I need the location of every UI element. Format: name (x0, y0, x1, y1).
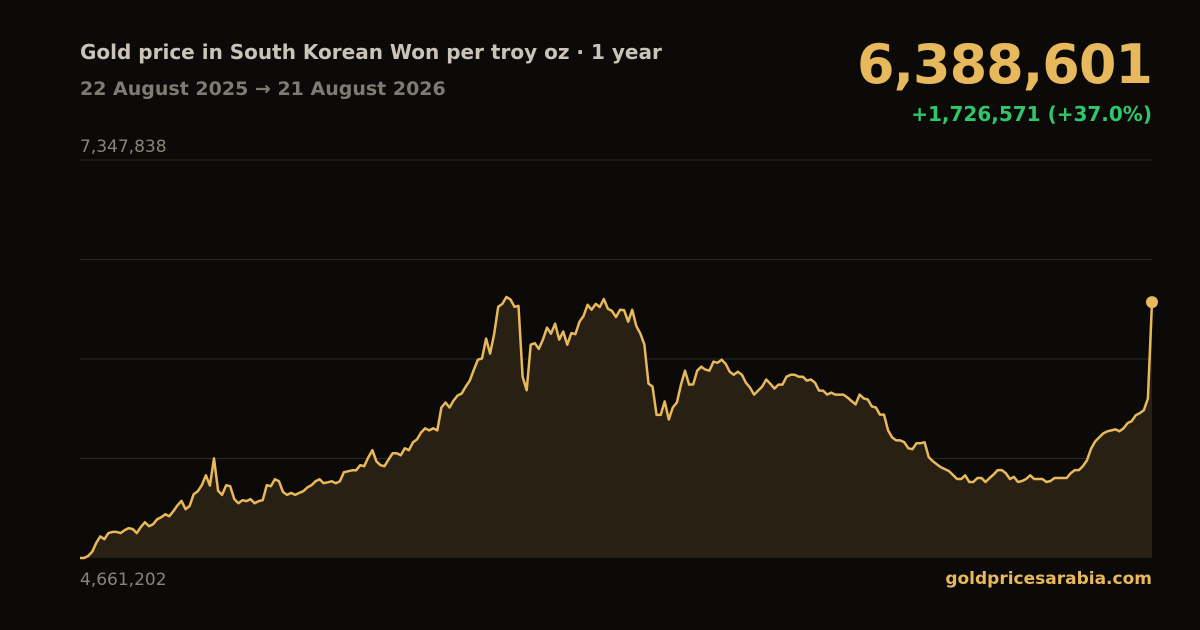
price-line (80, 295, 1154, 560)
source-link[interactable]: goldpricesarabia.com (945, 569, 1152, 589)
price-change: +1,726,571 (+37.0%) (911, 102, 1152, 126)
chart-title: Gold price in South Korean Won per troy … (80, 40, 662, 64)
y-axis-max-label: 7,347,838 (80, 137, 167, 157)
date-range: 22 August 2025 → 21 August 2026 (80, 78, 446, 100)
latest-price-marker (1146, 296, 1158, 309)
y-axis-min-label: 4,661,202 (80, 570, 167, 590)
current-price: 6,388,601 (856, 33, 1153, 96)
price-area-fill (80, 297, 1152, 558)
